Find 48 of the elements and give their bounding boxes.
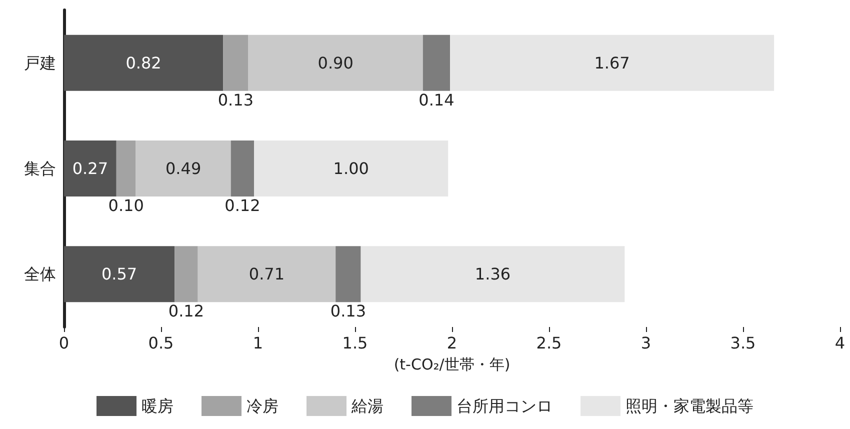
data-label: 0.27	[72, 159, 108, 178]
data-label: 0.49	[165, 159, 202, 178]
bar	[254, 140, 448, 196]
bar	[174, 246, 198, 302]
bar	[64, 34, 224, 91]
bar	[116, 140, 136, 196]
x-tick-label: 1	[252, 334, 264, 352]
bar	[422, 34, 450, 91]
y-tick-label: 戸建	[24, 53, 56, 72]
x-tick-label: 0.5	[148, 334, 174, 352]
y-tick-label: 集合	[24, 159, 56, 178]
legend-label: 照明・家電製品等	[626, 396, 754, 416]
data-label: 1.67	[594, 53, 630, 72]
bar	[198, 246, 336, 302]
data-label: 0.12	[224, 196, 260, 215]
bar	[336, 246, 361, 302]
y-tick-label: 全体	[24, 264, 56, 284]
data-label: 0.14	[418, 90, 454, 110]
data-label: 0.12	[168, 302, 204, 321]
legend-label: 台所用コンロ	[456, 396, 552, 416]
x-tick-label: 1.5	[342, 334, 368, 352]
data-label: 0.90	[318, 53, 354, 72]
data-label: 1.36	[474, 264, 511, 284]
x-tick-label: 3.5	[730, 334, 756, 352]
x-tick-label: 3	[640, 334, 652, 352]
data-label: 0.57	[101, 264, 138, 284]
data-label: 0.10	[108, 196, 144, 215]
legend-label: 暖房	[142, 396, 174, 416]
data-label: 0.71	[248, 264, 285, 284]
data-label: 1.00	[333, 159, 369, 178]
bar	[230, 140, 254, 196]
x-axis-title: (t-CO₂/世帯・年)	[394, 356, 510, 374]
bar	[136, 140, 231, 196]
bar	[64, 246, 175, 302]
bar	[64, 140, 116, 196]
data-label: 0.13	[218, 90, 254, 110]
x-tick-label: 0	[58, 334, 70, 352]
legend-label: 給湯	[350, 396, 384, 416]
bar	[450, 34, 774, 91]
data-label: 0.13	[330, 302, 366, 321]
bar	[248, 34, 423, 91]
bar	[360, 246, 625, 302]
x-tick-label: 2	[446, 334, 458, 352]
x-tick-label: 4	[834, 334, 846, 352]
data-label: 0.82	[126, 53, 162, 72]
bar	[223, 34, 248, 91]
x-tick-label: 2.5	[536, 334, 562, 352]
legend-label: 冷房	[246, 396, 278, 416]
